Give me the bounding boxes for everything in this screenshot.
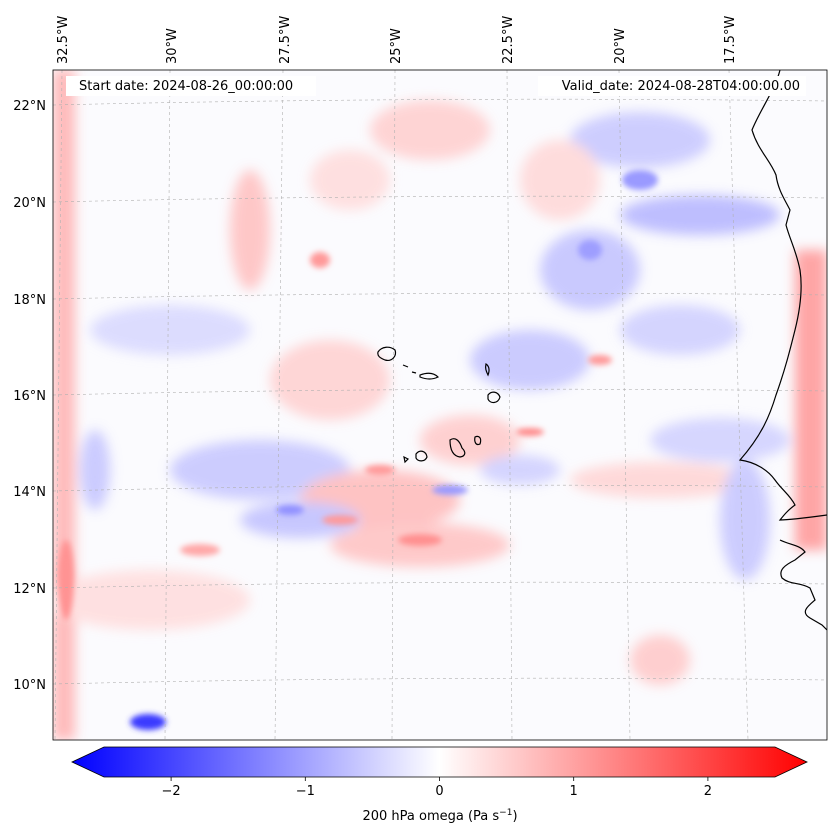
start-date-box <box>66 76 316 96</box>
colorbar-tick-label: 0 <box>435 784 443 799</box>
lon-label: 25°W <box>389 28 404 64</box>
map-panel: Start date: 2024-08-26_00:00:00 Valid_da… <box>13 16 828 741</box>
colorbar-scale <box>71 746 808 778</box>
lat-label: 12°N <box>13 582 46 597</box>
latitude-labels: 22°N 20°N 18°N 16°N 14°N 12°N 10°N <box>13 99 46 693</box>
valid-date-box <box>538 76 806 96</box>
colorbar-tick-label: −1 <box>296 784 315 799</box>
cape-verde-boa-vista <box>487 391 501 404</box>
gridlines <box>53 70 827 740</box>
cape-verde-sal <box>485 363 490 377</box>
colorbar-ticks: −2 −1 0 1 2 <box>162 777 712 799</box>
cape-verde-santo-antao <box>377 346 397 361</box>
lat-label: 14°N <box>13 485 46 500</box>
cape-verde-fogo <box>415 450 428 462</box>
lon-label: 22.5°W <box>501 16 516 64</box>
lon-label: 17.5°W <box>723 16 738 64</box>
colorbar-tick-label: −2 <box>162 784 181 799</box>
senegal-gambia-coast <box>779 539 827 631</box>
omega-field <box>53 70 827 740</box>
colorbar-tick-label: 1 <box>570 784 578 799</box>
lat-label: 20°N <box>13 196 46 211</box>
lon-label: 20°W <box>613 28 628 64</box>
lat-label: 22°N <box>13 99 46 114</box>
africa-coastline <box>738 70 827 521</box>
longitude-labels: 32.5°W 30°W 27.5°W 25°W 22.5°W 20°W 17.5… <box>56 16 738 64</box>
lat-label: 16°N <box>13 389 46 404</box>
lon-label: 32.5°W <box>56 16 71 64</box>
cape-verde-sao-nicolau <box>419 372 440 380</box>
colorbar-tick-label: 2 <box>704 784 712 799</box>
colorbar: −2 −1 0 1 2 200 hPa omega (Pa s−1) <box>71 746 808 824</box>
start-date-label: Start date: 2024-08-26_00:00:00 <box>79 79 293 94</box>
cape-verde-santa-luzia <box>411 371 417 374</box>
map-frame <box>52 69 828 741</box>
cape-verde-maio <box>474 435 482 446</box>
map-background <box>53 70 827 740</box>
lat-label: 10°N <box>13 678 46 693</box>
cape-verde-brava <box>403 455 410 464</box>
lon-label: 27.5°W <box>278 16 293 64</box>
lon-label: 30°W <box>165 28 180 64</box>
coastlines <box>377 70 827 631</box>
cape-verde-sao-vicente <box>402 364 409 368</box>
cape-verde-santiago <box>449 438 466 458</box>
valid-date-label: Valid_date: 2024-08-28T04:00:00.00 <box>562 79 800 94</box>
lat-label: 18°N <box>13 293 46 308</box>
colorbar-label: 200 hPa omega (Pa s−1) <box>362 808 517 824</box>
